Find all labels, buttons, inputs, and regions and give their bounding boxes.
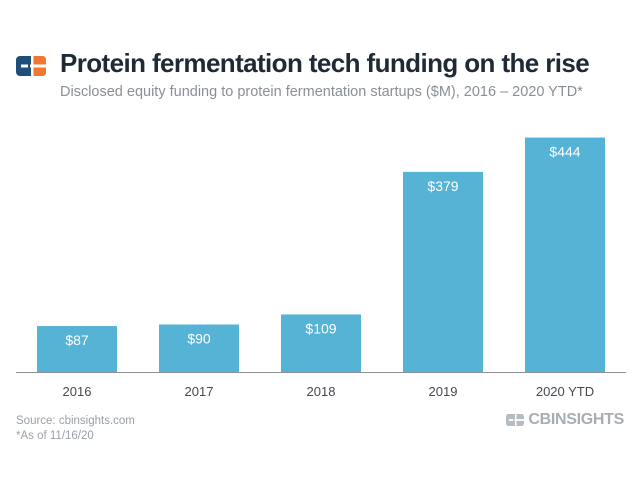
- bar-value-label: $90: [187, 330, 211, 346]
- bar-2018: [281, 314, 361, 372]
- bar-2020-ytd: [525, 137, 605, 372]
- cb-insights-mark-icon: [506, 414, 525, 426]
- chart-title: Protein fermentation tech funding on the…: [60, 48, 590, 78]
- chart-subtitle: Disclosed equity funding to protein ferm…: [60, 84, 583, 100]
- source-text: Source: cbinsights.com: [16, 415, 135, 427]
- brand-watermark: CBINSIGHTS: [506, 411, 624, 429]
- bar-value-label: $444: [549, 144, 580, 160]
- bar-value-label: $109: [305, 320, 336, 336]
- bar-2019: [403, 171, 483, 372]
- footnote-text: *As of 11/16/20: [16, 430, 94, 442]
- x-tick-label: 2020 YTD: [536, 384, 594, 399]
- bar-value-label: $379: [427, 178, 458, 194]
- x-tick-label: 2016: [63, 384, 92, 399]
- footer-notes: Source: cbinsights.com *As of 11/16/20: [16, 414, 135, 444]
- brand-name: CBINSIGHTS: [528, 411, 624, 428]
- bar-value-label: $87: [65, 332, 89, 348]
- x-tick-label: 2018: [307, 384, 336, 399]
- x-tick-label: 2019: [429, 384, 458, 399]
- bar-2017: [159, 324, 239, 372]
- x-tick-label: 2017: [185, 384, 214, 399]
- cb-insights-logo-icon: [16, 56, 46, 76]
- bar-2016: [37, 326, 117, 372]
